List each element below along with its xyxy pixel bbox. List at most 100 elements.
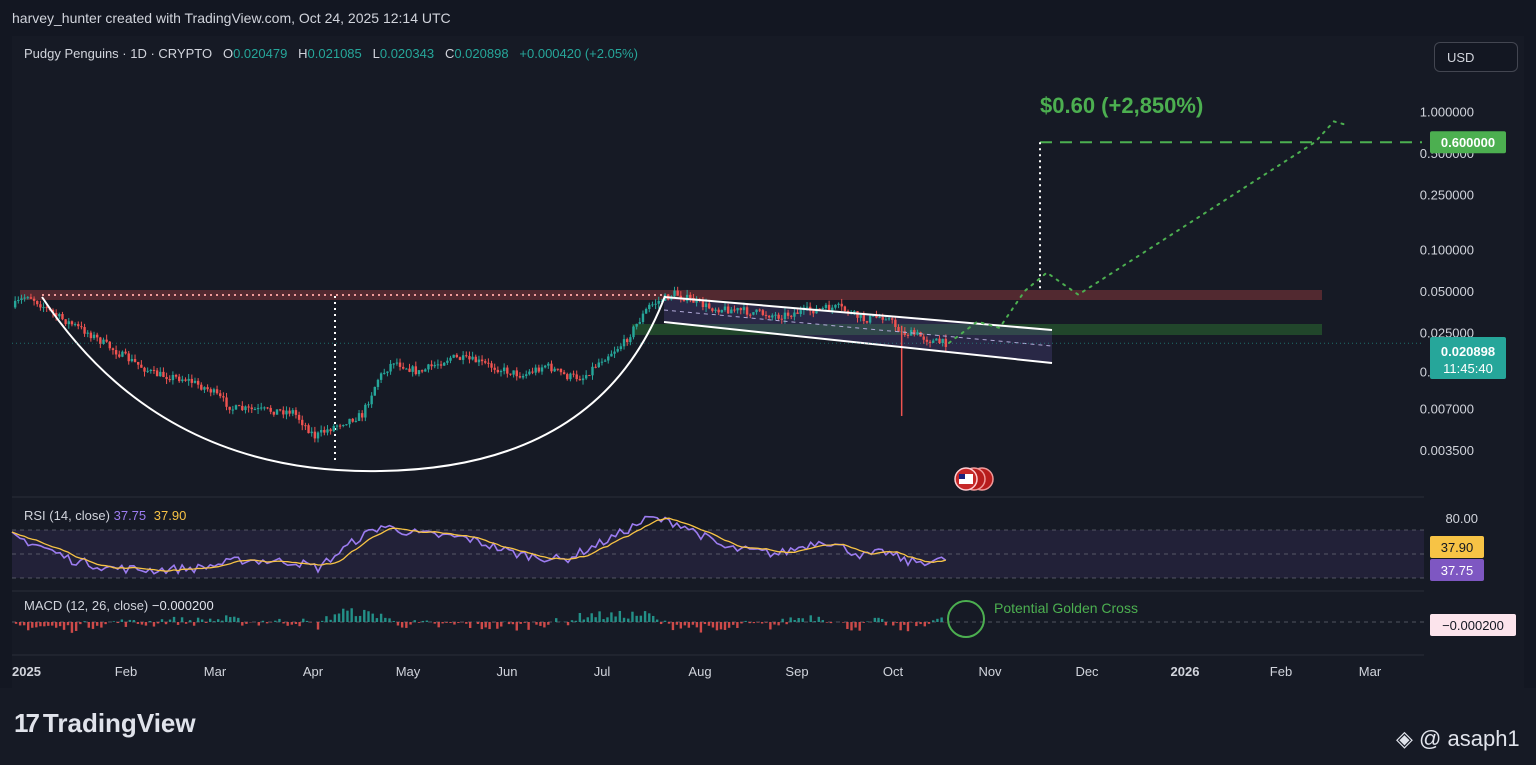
candle-body <box>767 315 771 318</box>
macd-histogram-bar <box>829 622 833 624</box>
macd-histogram-bar <box>371 613 374 622</box>
macd-histogram-bar <box>148 621 152 622</box>
macd-histogram-bar <box>756 622 760 623</box>
macd-histogram-bar <box>140 622 144 625</box>
candle-body <box>597 362 600 368</box>
candle-body <box>859 314 862 318</box>
macd-histogram-bar <box>333 614 337 622</box>
macd-histogram-bar <box>547 622 550 625</box>
candle-body <box>212 389 216 393</box>
golden-cross-label: Potential Golden Cross <box>994 600 1138 616</box>
candle-body <box>799 310 802 314</box>
open-value: 0.020479 <box>233 46 288 61</box>
candle-body <box>477 359 481 363</box>
candle-body <box>42 307 45 309</box>
candle-body <box>130 359 134 362</box>
macd-histogram-bar <box>655 619 659 622</box>
currency-button[interactable]: USD <box>1434 42 1518 72</box>
macd-histogram-bar <box>212 621 216 622</box>
x-tick-label: Jun <box>497 664 518 679</box>
candle-body <box>496 369 500 373</box>
candle-body <box>518 376 522 378</box>
macd-histogram-bar <box>821 620 824 622</box>
macd-histogram-bar <box>468 622 472 628</box>
candle-body <box>329 429 332 432</box>
macd-histogram-bar <box>648 613 651 622</box>
candle-body <box>99 337 102 344</box>
candle-body <box>764 314 768 316</box>
candle-body <box>540 367 544 372</box>
macd-histogram-bar <box>449 622 452 623</box>
y-tick-label: 0.100000 <box>1420 243 1474 258</box>
macd-histogram-bar <box>188 620 192 622</box>
candle-body <box>796 312 799 314</box>
macd-histogram-bar <box>760 622 764 624</box>
candle-body <box>818 308 821 310</box>
x-tick-label: Sep <box>785 664 808 679</box>
us-flag-stripes <box>959 474 973 484</box>
macd-histogram-bar <box>22 622 26 626</box>
candle-body <box>840 303 843 307</box>
macd-histogram-bar <box>392 621 395 622</box>
candle-body <box>45 307 48 309</box>
macd-histogram-bar <box>18 622 22 626</box>
macd-histogram-bar <box>400 622 404 628</box>
macd-histogram-bar <box>801 618 804 622</box>
macd-histogram-bar <box>594 617 597 622</box>
x-tick-label: Oct <box>883 664 904 679</box>
macd-histogram-bar <box>417 622 421 623</box>
macd-histogram-bar <box>172 616 176 622</box>
last-price-value: 0.020898 <box>1441 344 1495 359</box>
candle-body <box>196 380 200 385</box>
candle-body <box>174 374 178 377</box>
candle-body <box>635 323 638 327</box>
macd-histogram-bar <box>27 622 30 631</box>
macd-histogram-bar <box>523 622 526 623</box>
candle-body <box>749 314 752 316</box>
macd-histogram-bar <box>445 622 448 623</box>
macd-histogram-bar <box>316 622 320 630</box>
macd-histogram-bar <box>70 622 74 633</box>
macd-histogram-bar <box>862 622 866 623</box>
macd-histogram-bar <box>699 622 703 633</box>
macd-histogram-bar <box>217 619 220 622</box>
macd-histogram-bar <box>527 622 530 630</box>
candle-body <box>887 318 891 320</box>
macd-histogram-bar <box>457 622 460 623</box>
low-value: 0.020343 <box>379 46 435 61</box>
candle-body <box>465 355 468 357</box>
low-label: L <box>372 46 380 61</box>
x-tick-label: May <box>396 664 421 679</box>
candle-body <box>351 418 354 422</box>
candle-body <box>29 297 33 299</box>
candle-body <box>234 405 238 410</box>
candle-body <box>474 356 477 363</box>
candle-body <box>32 298 36 301</box>
candle-body <box>827 304 831 311</box>
candle-body <box>723 306 727 311</box>
candle-body <box>569 373 572 380</box>
candle-body <box>143 367 146 372</box>
open-label: O <box>222 46 234 61</box>
macd-histogram-bar <box>233 616 236 622</box>
candle-body <box>241 405 244 411</box>
candle-body <box>149 369 153 371</box>
macd-label: MACD (12, 26, close) <box>24 598 149 613</box>
candle-body <box>370 395 373 405</box>
candle-body <box>932 340 935 343</box>
macd-histogram-bar <box>866 621 869 622</box>
x-tick-label: 2026 <box>1171 664 1200 679</box>
macd-histogram-bar <box>817 616 820 622</box>
macd-histogram-bar <box>346 610 349 622</box>
macd-histogram-bar <box>342 608 345 622</box>
candle-body <box>487 362 490 364</box>
macd-histogram-bar <box>74 622 78 631</box>
candle-body <box>600 361 604 363</box>
chart-attribution: harvey_hunter created with TradingView.c… <box>0 0 1536 36</box>
macd-histogram-bar <box>543 622 546 628</box>
macd-histogram-bar <box>124 622 128 627</box>
macd-histogram-bar <box>606 617 609 622</box>
macd-histogram-bar <box>884 622 888 626</box>
macd-histogram-bar <box>405 622 408 628</box>
candle-body <box>537 367 541 372</box>
